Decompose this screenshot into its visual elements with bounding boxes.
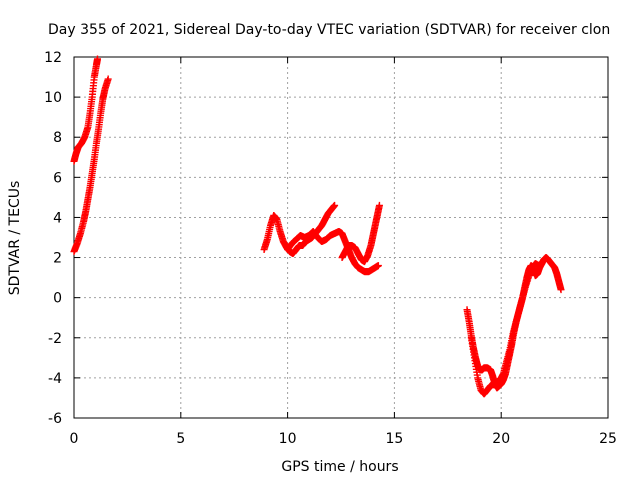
y-tick-label: -2	[48, 331, 62, 347]
y-axis-title: SDTVAR / TECUs	[7, 181, 23, 296]
y-tick-label: 8	[53, 130, 62, 146]
x-tick-label: 5	[176, 431, 185, 447]
y-tick-label: -6	[48, 411, 62, 427]
data-points	[70, 55, 565, 398]
x-tick-label: 10	[279, 431, 297, 447]
data-point	[104, 75, 112, 83]
x-tick-label: 15	[385, 431, 403, 447]
data-point	[538, 260, 546, 268]
y-tick-label: 12	[44, 50, 62, 66]
y-tick-labels: -6 -4 -2 0 2 4 6 8 10 12	[44, 50, 62, 427]
data-point	[557, 286, 565, 294]
chart-title: Day 355 of 2021, Sidereal Day-to-day VTE…	[48, 22, 610, 38]
y-tick-label: 6	[53, 170, 62, 186]
y-tick-label: 2	[53, 251, 62, 267]
x-tick-labels: 0 5 10 15 20 25	[70, 431, 617, 447]
data-point	[331, 201, 339, 209]
x-tick-label: 25	[599, 431, 617, 447]
axis-ticks	[73, 56, 609, 419]
y-tick-label: -4	[48, 371, 62, 387]
x-tick-label: 0	[70, 431, 79, 447]
x-tick-label: 20	[492, 431, 510, 447]
data-point	[375, 201, 383, 209]
y-tick-label: 4	[53, 210, 62, 226]
data-point	[374, 262, 382, 270]
data-point	[93, 55, 101, 63]
x-axis-title: GPS time / hours	[281, 459, 398, 475]
plot-frame	[73, 56, 609, 419]
y-tick-label: 10	[44, 90, 62, 106]
y-tick-label: 0	[53, 291, 62, 307]
